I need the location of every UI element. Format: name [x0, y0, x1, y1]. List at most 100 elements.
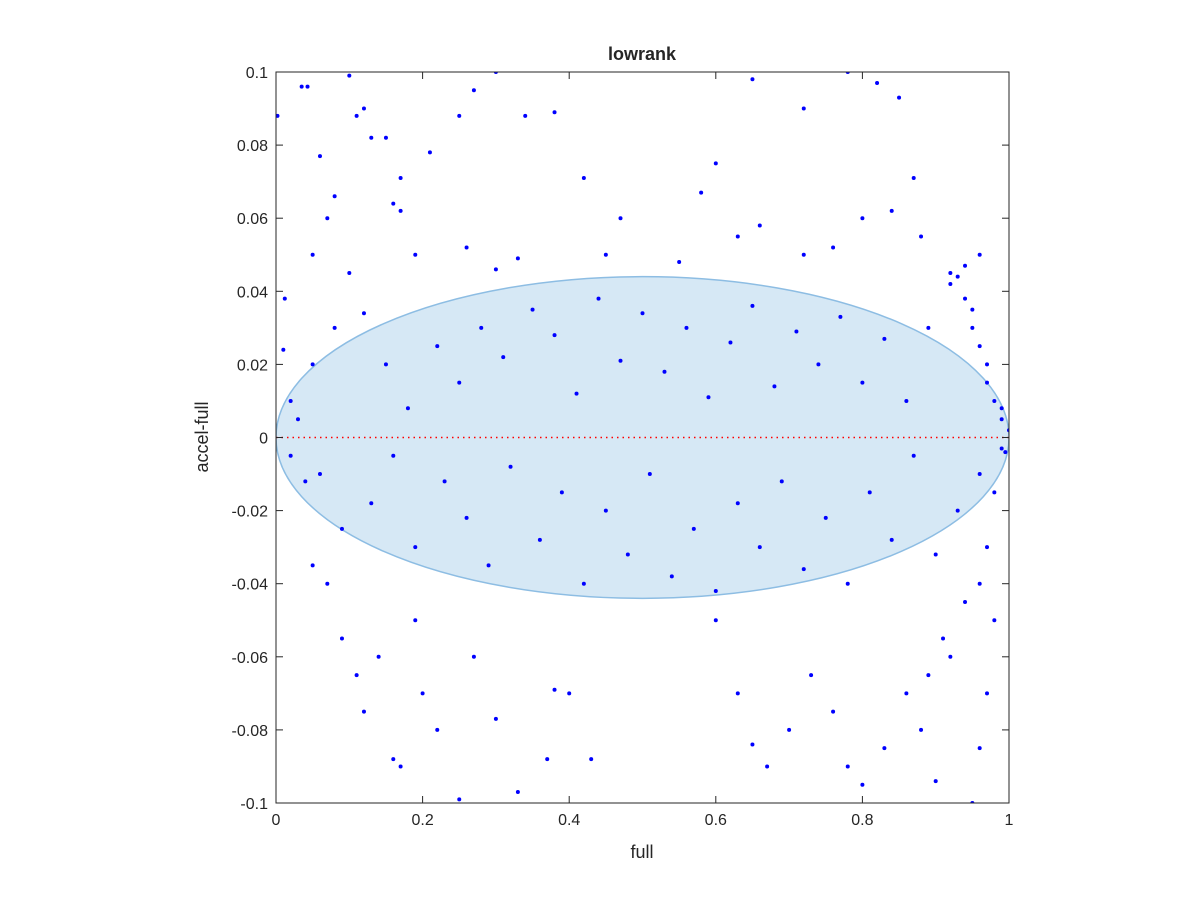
data-point [464, 245, 469, 250]
data-point [963, 599, 968, 604]
data-point [618, 358, 623, 363]
data-point [383, 362, 388, 367]
x-tick-label: 0.6 [705, 812, 727, 829]
data-point [999, 417, 1004, 422]
data-point [911, 453, 916, 458]
data-point [838, 314, 843, 319]
data-point [405, 406, 410, 411]
y-tick-label: -0.08 [232, 723, 269, 740]
data-point [282, 296, 287, 301]
data-point [684, 325, 689, 330]
data-point [325, 581, 330, 586]
y-tick-label: 0.04 [237, 284, 268, 301]
data-point [457, 797, 462, 802]
data-point [589, 757, 594, 762]
data-point [581, 581, 586, 586]
data-point [332, 194, 337, 199]
y-tick-label: -0.1 [240, 796, 268, 813]
data-point [508, 464, 513, 469]
data-point [413, 618, 418, 623]
data-point [757, 545, 762, 550]
data-point [794, 329, 799, 334]
data-point [897, 95, 902, 100]
data-point [977, 472, 982, 477]
data-point [347, 271, 352, 276]
data-point [339, 636, 344, 641]
data-point [625, 552, 630, 557]
data-point [310, 252, 315, 257]
data-point [435, 727, 440, 732]
data-point [347, 73, 352, 78]
y-tick-label: 0.08 [237, 138, 268, 155]
data-point [985, 691, 990, 696]
data-point [413, 545, 418, 550]
data-point [963, 296, 968, 301]
data-point [391, 453, 396, 458]
data-point [552, 333, 557, 338]
data-point [757, 223, 762, 228]
data-point [772, 384, 777, 389]
data-point [305, 84, 310, 89]
data-point [354, 673, 359, 678]
data-point [420, 691, 425, 696]
data-point [295, 417, 300, 422]
data-point [933, 779, 938, 784]
data-point [948, 654, 953, 659]
data-point [545, 757, 550, 762]
x-tick-label: 0 [272, 812, 281, 829]
data-point [413, 252, 418, 257]
data-point [339, 526, 344, 531]
x-tick-label: 0.4 [558, 812, 580, 829]
y-tick-label: -0.02 [232, 504, 269, 521]
data-point [471, 654, 476, 659]
data-point [493, 267, 498, 272]
data-point [501, 355, 506, 360]
data-point [941, 636, 946, 641]
y-tick-label: 0.06 [237, 211, 268, 228]
data-point [963, 263, 968, 268]
data-point [926, 325, 931, 330]
data-point [361, 311, 366, 316]
data-point [325, 216, 330, 221]
y-axis-ticks: -0.1 -0.08 -0.06 -0.04 -0.02 0 0.02 0.04 0.06 0.0… [232, 65, 1009, 813]
data-point [581, 175, 586, 180]
x-tick-label: 1 [1005, 812, 1014, 829]
data-point [735, 234, 740, 239]
data-point [919, 234, 924, 239]
data-point [559, 490, 564, 495]
data-point [831, 245, 836, 250]
data-point [955, 274, 960, 279]
data-point [750, 77, 755, 82]
data-point [515, 790, 520, 795]
data-point [977, 746, 982, 751]
y-tick-label: -0.06 [232, 650, 269, 667]
data-point [999, 446, 1004, 451]
scatter-points [276, 72, 1009, 803]
y-tick-label: -0.04 [232, 577, 269, 594]
data-point [574, 391, 579, 396]
data-point [677, 260, 682, 265]
data-point [860, 380, 865, 385]
data-point [801, 252, 806, 257]
data-point [398, 764, 403, 769]
x-tick-label: 0.2 [411, 812, 433, 829]
data-point [992, 490, 997, 495]
data-point [299, 84, 304, 89]
data-point [713, 589, 718, 594]
data-point [552, 687, 557, 692]
data-point [361, 709, 366, 714]
data-point [985, 545, 990, 550]
data-point [787, 727, 792, 732]
data-point [713, 161, 718, 166]
data-point [765, 764, 770, 769]
data-point [889, 208, 894, 213]
data-point [537, 537, 542, 542]
data-point [647, 472, 652, 477]
data-point [669, 574, 674, 579]
data-point [530, 307, 535, 312]
confidence-ellipse [276, 275, 1009, 600]
data-point [728, 340, 733, 345]
data-point [977, 581, 982, 586]
data-point [970, 307, 975, 312]
